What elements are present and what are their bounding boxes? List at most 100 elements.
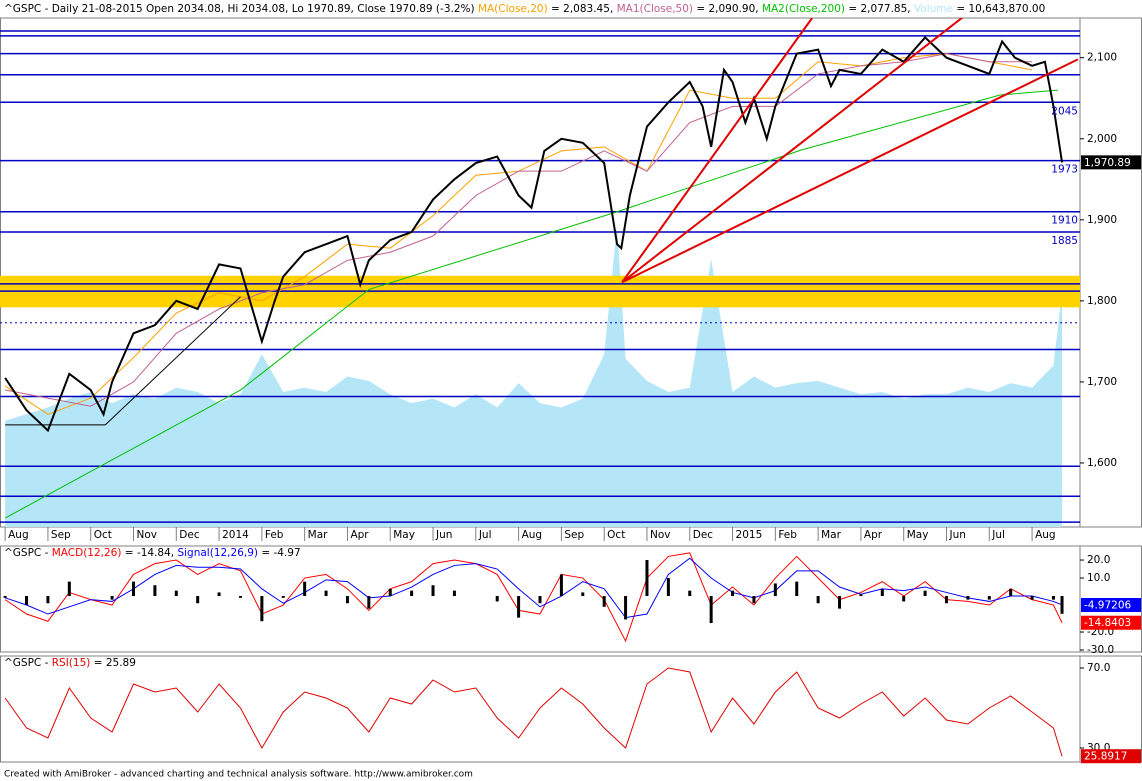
y-tick-label: 10.0 [1087,572,1110,584]
histogram-bar [709,596,713,624]
indicator-line [5,53,1033,407]
x-tick-label: Aug [8,529,29,541]
panel-frame [0,545,1142,653]
histogram-bar [1009,588,1013,597]
histogram-bar [153,585,157,597]
histogram-bar [196,596,200,604]
value-badge-label: 1,970.89 [1084,157,1131,169]
trend-line [104,296,241,426]
y-tick-label: 1,700 [1087,376,1117,388]
x-tick-label: Feb [778,529,797,541]
legend-name: MA1(Close,50) [617,3,693,15]
histogram-bar [324,590,328,597]
price-line [4,36,1064,433]
legend-value: = 25.89 [90,657,136,669]
plot-area [3,552,1064,643]
histogram-bar [645,560,649,597]
histogram-bar [132,581,136,597]
value-badge-label: 25.8917 [1084,751,1127,763]
legend-name: RSI(15) [52,657,91,669]
histogram-bar [46,596,50,604]
value-badge-label: -4.97206 [1084,599,1132,611]
legend-value: = 10,643,870.00 [953,3,1045,15]
histogram-bar [495,596,499,602]
histogram-bar [773,583,777,597]
histogram-bar [538,596,542,604]
histogram-bar [559,574,563,597]
indicator-line [4,667,1063,757]
histogram-bar [174,590,178,597]
indicator-line [4,557,1063,619]
title-text: ^GSPC - Daily 21-08-2015 Open 2034.08, H… [4,3,478,15]
x-tick-label: May [393,529,415,541]
histogram-bar [303,581,307,597]
histogram-bar [624,596,628,620]
y-tick-label: 1,900 [1087,214,1117,226]
panel-title: ^GSPC - Daily 21-08-2015 Open 2034.08, H… [4,3,1045,15]
histogram-bar [67,581,71,597]
histogram-bar [731,590,735,597]
y-tick-label: 2,100 [1087,52,1117,64]
histogram-bar [688,590,692,597]
value-badge [1081,749,1141,764]
histogram-bar [367,596,371,609]
x-tick-label: Mar [821,529,841,541]
panel-title: ^GSPC - RSI(15) = 25.89 [4,657,136,669]
plot-area [0,18,1080,527]
legend-name: MA(Close,20) [478,3,548,15]
legend-value: = -4.97 [258,547,301,559]
level-label: 1885 [1051,235,1078,247]
level-label: 1973 [1051,164,1078,176]
x-tick-label: Oct [607,529,625,541]
histogram-bar [795,581,799,597]
x-tick-label: Apr [864,529,883,541]
value-badge-label: -14.8403 [1084,617,1131,629]
indicator-line [4,552,1063,643]
histogram-bar [987,596,991,600]
histogram-bar [388,588,392,597]
legend-value: = 2,077.85, [845,3,914,15]
x-tick-label: Jun [435,529,452,541]
legend-name: Volume [914,3,953,15]
x-tick-label: Dec [693,529,714,541]
value-badge [1081,155,1141,170]
y-tick-label: -30.0 [1087,644,1114,656]
histogram-bar [666,578,670,597]
x-tick-label: Jul [991,529,1005,541]
histogram-bar [25,596,29,606]
panel-title: ^GSPC - MACD(12,26) = -14.84, Signal(12,… [4,547,301,559]
histogram-bar [260,596,264,622]
x-tick-label: Sep [564,529,584,541]
trend-line [621,18,964,284]
histogram-bar [859,594,863,597]
histogram-bar [581,592,585,597]
volume-area [5,226,1063,527]
y-tick-label: 1,800 [1087,295,1117,307]
histogram-bar [110,596,114,600]
title-text: ^GSPC - [4,657,52,669]
x-tick-label: May [907,529,929,541]
x-tick-label: Aug [522,529,543,541]
value-badge [1081,615,1141,630]
histogram-bar [923,590,927,597]
indicator-line [4,89,1058,519]
y-tick-label: 70.0 [1087,662,1110,674]
x-tick-label: Feb [265,529,284,541]
y-tick-label: 20.0 [1087,554,1110,566]
histogram-bar [838,596,842,609]
plot-area [4,667,1063,757]
y-tick-label: 1,600 [1087,457,1117,469]
panel-frame [0,655,1142,763]
x-tick-label: Jun [948,529,965,541]
histogram-bar [431,585,435,597]
title-text: ^GSPC - [4,547,52,559]
histogram-bar [281,596,285,598]
legend-name: MA2(Close,200) [762,3,845,15]
x-tick-label: Dec [179,529,200,541]
value-badge [1081,597,1141,612]
x-tick-label: 2014 [222,529,249,541]
x-tick-label: Mar [308,529,328,541]
level-label: 1910 [1051,215,1078,227]
histogram-bar [238,596,242,598]
